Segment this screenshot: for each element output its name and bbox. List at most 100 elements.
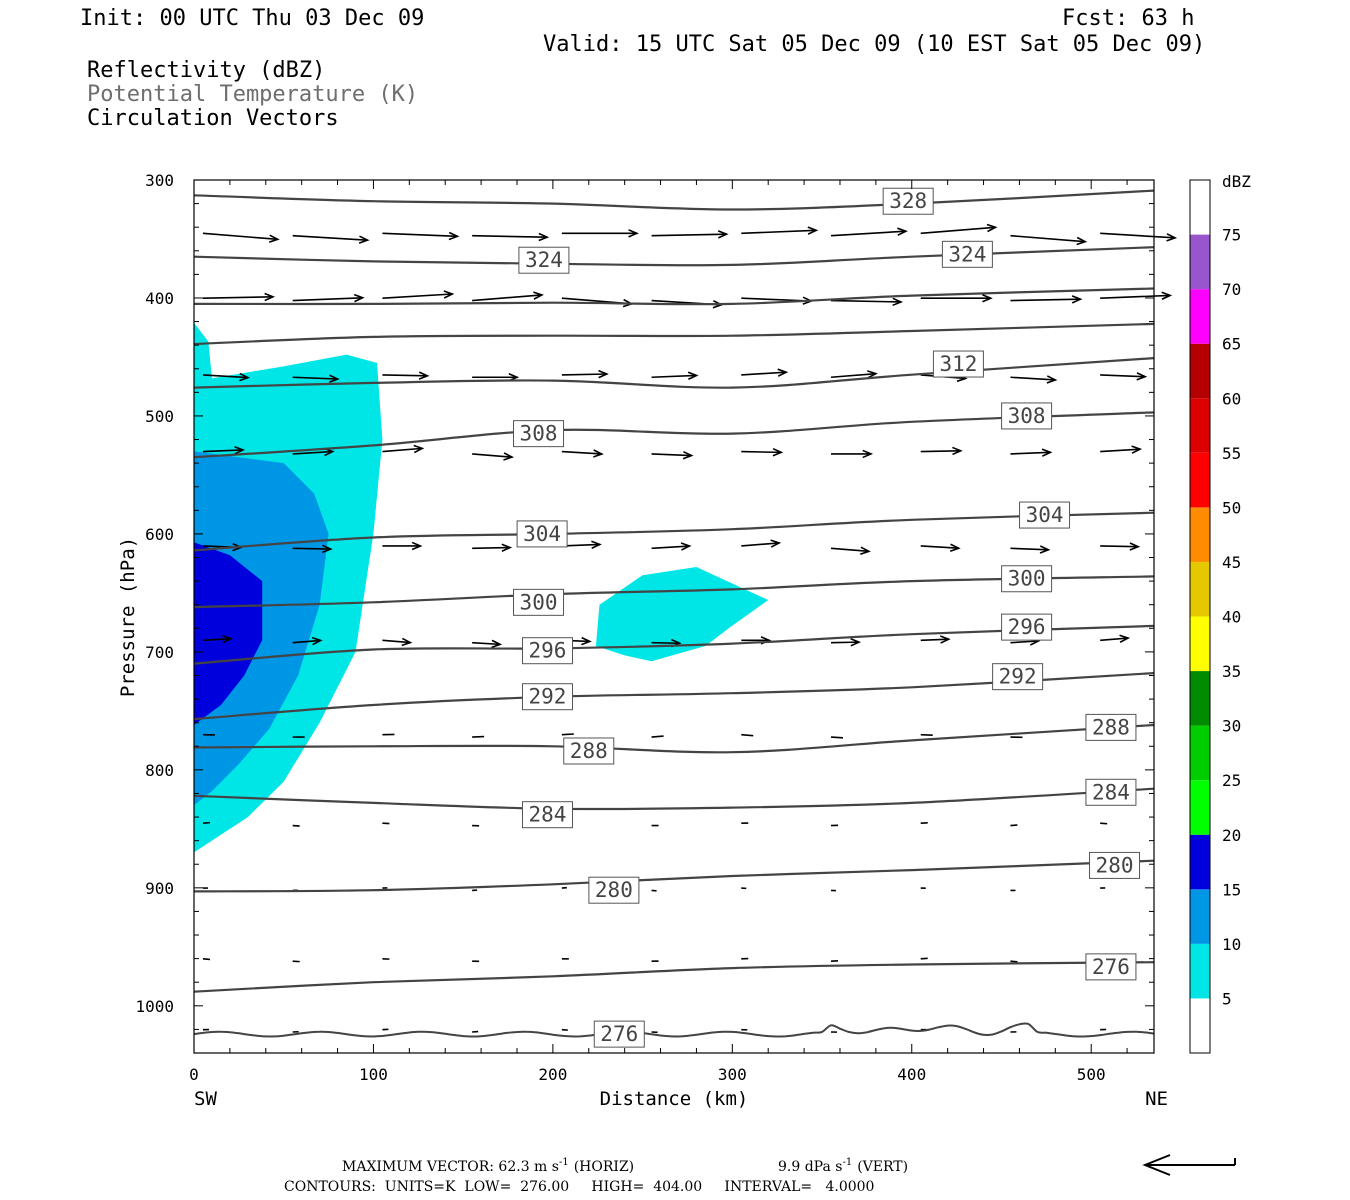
wind-vector-78 xyxy=(292,824,300,827)
y-tick-label-700: 700 xyxy=(145,643,174,662)
theta-contour-308 xyxy=(193,411,1155,459)
wind-vector-21 xyxy=(1100,291,1173,300)
wind-vector-49 xyxy=(651,542,692,551)
wind-vector-57 xyxy=(382,637,413,647)
wind-vector-40 xyxy=(831,449,874,459)
reference-vector-icon xyxy=(1142,1154,1236,1176)
contour-label-300-9: 300 xyxy=(1001,565,1053,593)
ne-end-label: NE xyxy=(1145,1088,1168,1110)
colorbar-label-30: 30 xyxy=(1222,717,1241,736)
wind-vector-53 xyxy=(1010,545,1051,554)
svg-text:296: 296 xyxy=(1008,615,1046,639)
contour-label-292-12: 292 xyxy=(521,683,573,711)
svg-text:328: 328 xyxy=(889,189,927,213)
theta-contour-304 xyxy=(193,511,1155,552)
theta-contour-296 xyxy=(193,624,1155,665)
x-tick-label-200: 200 xyxy=(538,1065,567,1084)
contour-label-280-18: 280 xyxy=(588,876,640,904)
colorbar-label-50: 50 xyxy=(1222,498,1241,517)
wind-vector-3 xyxy=(472,232,550,242)
wind-vector-72 xyxy=(741,733,754,737)
svg-text:324: 324 xyxy=(525,248,563,272)
colorbar-label-5: 5 xyxy=(1222,989,1232,1008)
colorbar-swatch-14 xyxy=(1190,234,1210,290)
wind-vector-11 xyxy=(202,292,276,302)
svg-text:284: 284 xyxy=(529,803,567,827)
wind-vector-26 xyxy=(561,369,609,379)
svg-text:300: 300 xyxy=(520,590,558,614)
colorbar-label-60: 60 xyxy=(1222,389,1241,408)
init-time: Init: 00 UTC Thu 03 Dec 09 xyxy=(80,6,424,31)
svg-text:288: 288 xyxy=(570,739,608,763)
wind-vector-6 xyxy=(741,226,819,235)
wind-vector-35 xyxy=(382,444,425,454)
reflectivity-shading xyxy=(194,322,769,853)
contour-label-324-2: 324 xyxy=(941,240,993,268)
wind-vector-48 xyxy=(561,540,602,549)
surface-contour xyxy=(193,1022,1155,1038)
svg-text:312: 312 xyxy=(939,352,977,376)
colorbar-swatch-6 xyxy=(1190,671,1210,726)
wind-vector-70 xyxy=(561,733,574,736)
wind-vector-29 xyxy=(830,370,878,379)
contour-label-304-7: 304 xyxy=(1019,501,1071,529)
plot-frame xyxy=(193,179,1155,1054)
colorbar-label-25: 25 xyxy=(1222,771,1241,790)
colorbar-label-55: 55 xyxy=(1222,444,1241,463)
colorbar-label-35: 35 xyxy=(1222,662,1241,681)
valid-time: Valid: 15 UTC Sat 05 Dec 09 (10 EST Sat … xyxy=(543,32,1205,57)
wind-vector-9 xyxy=(1010,234,1088,246)
wind-vector-71 xyxy=(651,735,664,738)
colorbar-swatch-1 xyxy=(1190,943,1210,999)
theta-contour-320 xyxy=(193,287,1155,306)
y-tick-label-600: 600 xyxy=(145,525,174,544)
wind-vector-51 xyxy=(830,546,871,555)
svg-text:276: 276 xyxy=(600,1022,638,1046)
theta-contour-284 xyxy=(193,787,1155,811)
wind-vector-107 xyxy=(920,957,928,960)
wind-vector-56 xyxy=(292,636,323,646)
wind-vector-19 xyxy=(920,293,993,303)
x-tick-label-400: 400 xyxy=(897,1065,926,1084)
field-reflectivity: Reflectivity (dBZ) xyxy=(87,58,325,83)
colorbar-swatch-9 xyxy=(1190,507,1210,562)
colorbar-swatch-2 xyxy=(1190,889,1210,944)
contour-label-312-3: 312 xyxy=(932,350,984,378)
wind-vector-47 xyxy=(472,543,513,552)
theta-contour-276 xyxy=(193,961,1155,993)
wind-vector-0 xyxy=(202,232,280,243)
sw-end-label: SW xyxy=(194,1088,217,1110)
colorbar-label-10: 10 xyxy=(1222,935,1241,954)
contour-label-284-17: 284 xyxy=(1085,778,1137,806)
contour-label-296-10: 296 xyxy=(521,637,573,665)
svg-text:292: 292 xyxy=(529,685,567,709)
contour-label-284-16: 284 xyxy=(521,801,573,829)
svg-text:280: 280 xyxy=(1096,853,1134,877)
wind-vector-43 xyxy=(1100,445,1143,454)
colorbar-swatch-7 xyxy=(1190,616,1210,672)
colorbar-unit: dBZ xyxy=(1222,172,1251,191)
colorbar-label-75: 75 xyxy=(1222,226,1241,245)
wind-vector-4 xyxy=(561,229,639,238)
contour-label-300-8: 300 xyxy=(513,588,565,616)
wind-vector-27 xyxy=(651,371,699,381)
contour-label-304-6: 304 xyxy=(516,520,568,548)
x-tick-label-100: 100 xyxy=(359,1065,388,1084)
contour-label-296-11: 296 xyxy=(1001,613,1053,641)
colorbar-swatch-13 xyxy=(1190,289,1210,344)
theta-contours xyxy=(193,189,1155,1038)
svg-text:324: 324 xyxy=(948,242,986,266)
x-tick-label-500: 500 xyxy=(1077,1065,1106,1084)
wind-vector-18 xyxy=(830,297,904,307)
wind-vector-45 xyxy=(292,544,333,554)
wind-vector-65 xyxy=(1100,634,1131,643)
wind-vector-5 xyxy=(651,230,729,239)
colorbar-swatch-5 xyxy=(1190,725,1210,781)
wind-vector-20 xyxy=(1010,295,1083,304)
wind-vector-22 xyxy=(202,372,250,382)
wind-vector-8 xyxy=(920,223,998,235)
contour-label-308-5: 308 xyxy=(1001,402,1053,430)
y-tick-label-400: 400 xyxy=(145,289,174,308)
contour-label-288-15: 288 xyxy=(1085,713,1137,741)
